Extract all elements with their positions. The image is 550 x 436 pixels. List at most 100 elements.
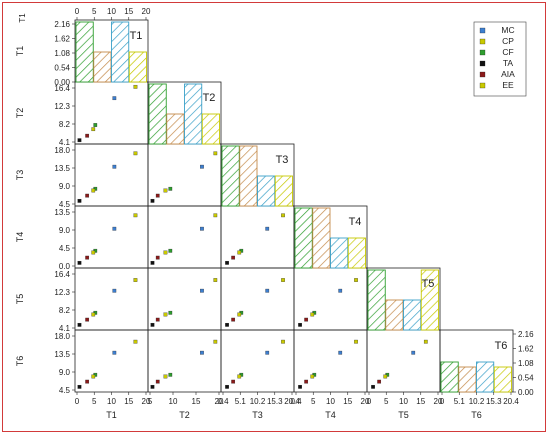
left-tick-label-T6-0: 18.0 [54, 332, 70, 341]
point-EE-T4-T1 [91, 250, 96, 255]
point-EE-T6-T1 [91, 374, 96, 379]
point-CP-T5-T2 [213, 278, 218, 282]
hist-bar-T2-0 [148, 83, 167, 145]
bottom-tick-label-T1-3: 15 [124, 397, 133, 406]
hist-bar-T6-0 [440, 361, 459, 393]
point-MC-T5-T2 [200, 288, 204, 293]
axis-label-T1: T1 [106, 410, 117, 420]
bottom-tick-label-T6-4: 20.4 [503, 397, 519, 406]
point-CP-T5-T1 [133, 278, 138, 282]
bottom-tick-label-T3-2: 10.2 [250, 397, 266, 406]
hist-bar-T6-2 [476, 361, 495, 393]
bottom-tick-label-T4-1: 5 [311, 397, 316, 406]
point-AIA-T6-T1 [85, 379, 90, 384]
right-tick-label-0: 2.16 [518, 330, 534, 339]
point-TA-T5-T1 [77, 322, 82, 327]
point-AIA-T5-T2 [155, 317, 160, 322]
point-EE-T6-T4 [310, 374, 315, 379]
row-label-T5: T5 [15, 294, 25, 305]
panel-title-T4: T4 [349, 216, 362, 228]
point-EE-T4-T3 [237, 250, 242, 255]
bottom-tick-label-T5-0: 0 [367, 397, 372, 406]
right-tick-label-3: 0.54 [518, 374, 534, 383]
hist-bar-T4-3 [347, 237, 366, 269]
hist-bar-T6-3 [493, 366, 512, 393]
point-EE-T6-T5 [383, 374, 388, 379]
point-CP-T3-T2 [213, 151, 218, 156]
left-tick-label-T6-2: 9.0 [59, 368, 71, 377]
hist-bar-T4-2 [330, 237, 349, 269]
left-tick-label-T5-3: 4.1 [59, 324, 71, 333]
hist-bar-T5-1 [385, 299, 404, 331]
legend-label-MC: MC [501, 25, 514, 35]
axis-label-T3: T3 [252, 410, 263, 420]
bottom-tick-label-T5-2: 10 [399, 397, 408, 406]
left-tick-label-T1-2: 1.08 [54, 49, 70, 58]
point-MC-T6-T4 [338, 350, 343, 355]
point-TA-T5-T4 [298, 322, 302, 327]
left-tick-label-T2-3: 4.1 [59, 138, 71, 147]
point-EE-T4-T2 [163, 250, 168, 255]
panels-layer: T1T2T3T4T5T62.161.621.080.540.00T116.412… [15, 7, 534, 420]
point-EE-T5-T1 [91, 312, 96, 317]
panel-title-T2: T2 [203, 92, 216, 104]
point-AIA-T3-T1 [85, 193, 90, 198]
point-MC-T5-T3 [265, 288, 270, 293]
hist-bar-T2-2 [184, 83, 203, 145]
point-TA-T6-T5 [371, 384, 375, 389]
hist-bar-T1-0 [75, 21, 94, 83]
point-TA-T5-T3 [225, 322, 229, 327]
left-tick-label-T1-3: 0.54 [54, 64, 70, 73]
top-tick-label-2: 10 [107, 7, 116, 16]
hist-bar-T5-2 [403, 299, 422, 331]
point-AIA-T4-T3 [231, 255, 236, 260]
legend-label-CF: CF [502, 47, 513, 57]
point-EE-T3-T2 [163, 188, 168, 193]
hist-bar-T3-3 [274, 175, 293, 207]
panel-title-T6: T6 [495, 340, 508, 352]
bottom-tick-label-T2-1: 10 [169, 397, 178, 406]
point-CP-T4-T1 [133, 213, 138, 218]
point-MC-T4-T3 [265, 226, 270, 231]
axis-label-T4: T4 [325, 410, 336, 420]
bottom-tick-label-T2-0: 5 [148, 397, 153, 406]
point-MC-T6-T1 [112, 350, 117, 355]
bottom-tick-label-T5-3: 15 [416, 397, 425, 406]
bottom-tick-label-T2-2: 15 [192, 397, 201, 406]
left-tick-label-T4-3: 0.0 [59, 262, 71, 271]
point-CP-T3-T1 [133, 151, 138, 156]
point-AIA-T4-T1 [85, 255, 90, 260]
row-label-T3: T3 [15, 170, 25, 181]
point-EE-T6-T3 [237, 374, 242, 379]
point-MC-T6-T2 [200, 350, 204, 355]
axis-label-T6: T6 [471, 410, 482, 420]
legend-label-CP: CP [502, 36, 514, 46]
bottom-tick-label-T5-4: 20 [434, 397, 443, 406]
point-CP-T6-T3 [281, 339, 285, 344]
point-AIA-T6-T5 [377, 379, 382, 384]
point-AIA-T6-T3 [231, 379, 236, 384]
hist-bar-T1-1 [93, 51, 112, 83]
point-TA-T3-T2 [150, 198, 155, 203]
top-tick-label-3: 15 [124, 7, 133, 16]
legend-swatch-CF [479, 49, 486, 56]
point-TA-T6-T4 [298, 384, 302, 389]
left-tick-label-T1-4: 0.00 [54, 78, 70, 87]
top-axis-label: T1 [18, 13, 27, 23]
bottom-tick-label-T3-3: 15.3 [267, 397, 283, 406]
left-tick-label-T2-2: 8.2 [59, 120, 71, 129]
legend-swatch-TA [479, 60, 486, 67]
point-MC-T3-T2 [200, 164, 204, 169]
right-tick-label-1: 1.62 [518, 345, 534, 354]
legend-swatch-AIA [479, 71, 486, 78]
bottom-tick-label-T5-1: 5 [384, 397, 389, 406]
point-EE-T2-T1 [91, 127, 96, 132]
point-AIA-T4-T2 [155, 255, 160, 260]
legend-swatch-CP [479, 38, 486, 45]
left-tick-label-T2-1: 12.3 [54, 102, 70, 111]
bottom-tick-label-T4-0: 0.4 [290, 397, 302, 406]
top-tick-label-1: 5 [92, 7, 97, 16]
hist-bar-T3-2 [257, 175, 276, 207]
left-tick-label-T6-3: 4.5 [59, 386, 71, 395]
